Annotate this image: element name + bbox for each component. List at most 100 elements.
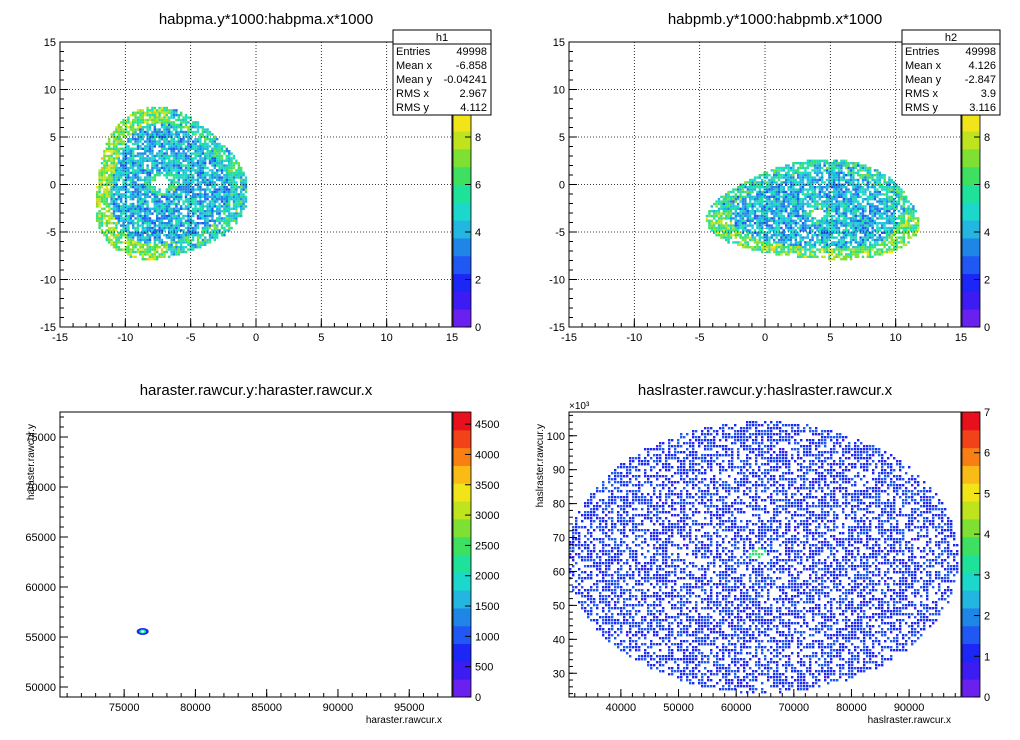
heatmap-cell — [809, 195, 812, 198]
heatmap-cell — [782, 198, 785, 201]
heatmap-cell — [739, 207, 742, 210]
heatmap-cell — [849, 241, 853, 244]
heatmap-cell — [816, 255, 819, 258]
heatmap-cell — [792, 243, 795, 246]
heatmap-cell — [160, 214, 164, 218]
heatmap-cell — [777, 243, 781, 246]
heatmap-cell — [156, 210, 159, 213]
x-tick-label: -10 — [117, 332, 133, 344]
x-tick-label: -5 — [186, 332, 196, 344]
heatmap-cell — [163, 109, 166, 112]
heatmap-cell — [98, 193, 101, 196]
heatmap-cell — [232, 154, 236, 158]
heatmap-cell — [794, 207, 797, 210]
heatmap-cell — [132, 135, 135, 138]
heatmap-cell — [849, 258, 853, 261]
heatmap-cell — [220, 157, 224, 160]
heatmap-cell — [211, 205, 214, 208]
heatmap-cell — [187, 210, 190, 213]
heatmap-cell — [175, 133, 178, 136]
heatmap-cell — [144, 231, 147, 234]
heatmap-cell — [900, 217, 903, 220]
heatmap-cell — [854, 222, 857, 225]
heatmap-cell — [852, 246, 855, 249]
heatmap-cell — [151, 162, 154, 165]
heatmap-cell — [187, 193, 190, 196]
heatmap-cell — [208, 150, 212, 153]
heatmap-cell — [801, 198, 805, 201]
heatmap-cell — [861, 214, 865, 218]
heatmap-cell — [110, 217, 113, 220]
heatmap-cell — [124, 207, 128, 210]
heatmap-cell — [794, 224, 797, 227]
heatmap-cell — [835, 219, 838, 222]
heatmap-cell — [857, 207, 860, 210]
heatmap-cell — [110, 154, 113, 158]
heatmap-cell — [854, 186, 857, 189]
heatmap-cell — [211, 202, 214, 206]
heatmap-cell — [811, 229, 814, 232]
heatmap-cell — [751, 246, 754, 249]
heatmap-cell — [873, 238, 877, 242]
heatmap-cell — [139, 176, 142, 179]
heatmap-cell — [849, 195, 853, 198]
heatmap-cell — [158, 128, 161, 131]
heatmap-cell — [232, 190, 236, 194]
heatmap-cell — [753, 176, 757, 179]
heatmap-cell — [151, 118, 154, 122]
heatmap-cell — [153, 126, 156, 129]
heatmap-cell — [139, 147, 142, 150]
heatmap-cell — [136, 140, 140, 143]
heatmap-cell — [761, 181, 764, 184]
heatmap-cell — [120, 174, 123, 177]
heatmap-cell — [139, 198, 142, 201]
heatmap-cell — [141, 222, 144, 225]
heatmap-cell — [165, 128, 168, 131]
heatmap-cell — [223, 193, 226, 196]
heatmap-cell — [110, 174, 113, 177]
heatmap-cell — [180, 205, 183, 208]
heatmap-cell — [108, 159, 111, 162]
heatmap-cell — [139, 126, 142, 129]
heatmap-cell — [893, 193, 896, 196]
heatmap-cell — [139, 205, 142, 208]
heatmap-cell — [787, 246, 790, 249]
heatmap-cell — [110, 133, 113, 136]
heatmap-cell — [890, 226, 893, 230]
heatmap-cell — [244, 178, 248, 182]
heatmap-cell — [770, 200, 773, 203]
heatmap-cell — [801, 178, 805, 182]
heatmap-cell — [847, 207, 850, 210]
heatmap-cell — [216, 178, 219, 182]
color-bar-tick-label: 6 — [475, 180, 481, 192]
heatmap-cell — [787, 202, 790, 206]
heatmap-cell — [761, 205, 764, 208]
heatmap-cell — [235, 193, 238, 196]
heatmap-cell — [129, 178, 132, 182]
heatmap-cell — [136, 231, 140, 234]
heatmap-cell — [160, 150, 164, 153]
heatmap-cell — [199, 138, 202, 141]
heatmap-cell — [871, 174, 874, 177]
heatmap-cell — [787, 212, 790, 215]
heatmap-cell — [163, 195, 166, 198]
heatmap-cell — [141, 130, 144, 134]
heatmap-cell — [122, 157, 125, 160]
heatmap-cell — [789, 210, 793, 213]
heatmap-cell — [139, 195, 142, 198]
heatmap-cell — [146, 147, 149, 150]
heatmap-cell — [861, 210, 865, 213]
heatmap-cell — [177, 114, 180, 117]
heatmap-cell — [782, 248, 785, 251]
heatmap-cell — [168, 123, 171, 126]
heatmap-cell — [124, 121, 128, 124]
heatmap-cell — [196, 126, 200, 129]
heatmap-cell — [139, 238, 142, 242]
heatmap-cell — [192, 236, 195, 239]
heatmap-cell — [163, 142, 166, 146]
heatmap-cell — [729, 200, 733, 203]
heatmap-cell — [120, 241, 123, 244]
heatmap-cell — [194, 226, 197, 230]
heatmap-cell — [204, 154, 207, 158]
heatmap-cell — [139, 169, 142, 172]
